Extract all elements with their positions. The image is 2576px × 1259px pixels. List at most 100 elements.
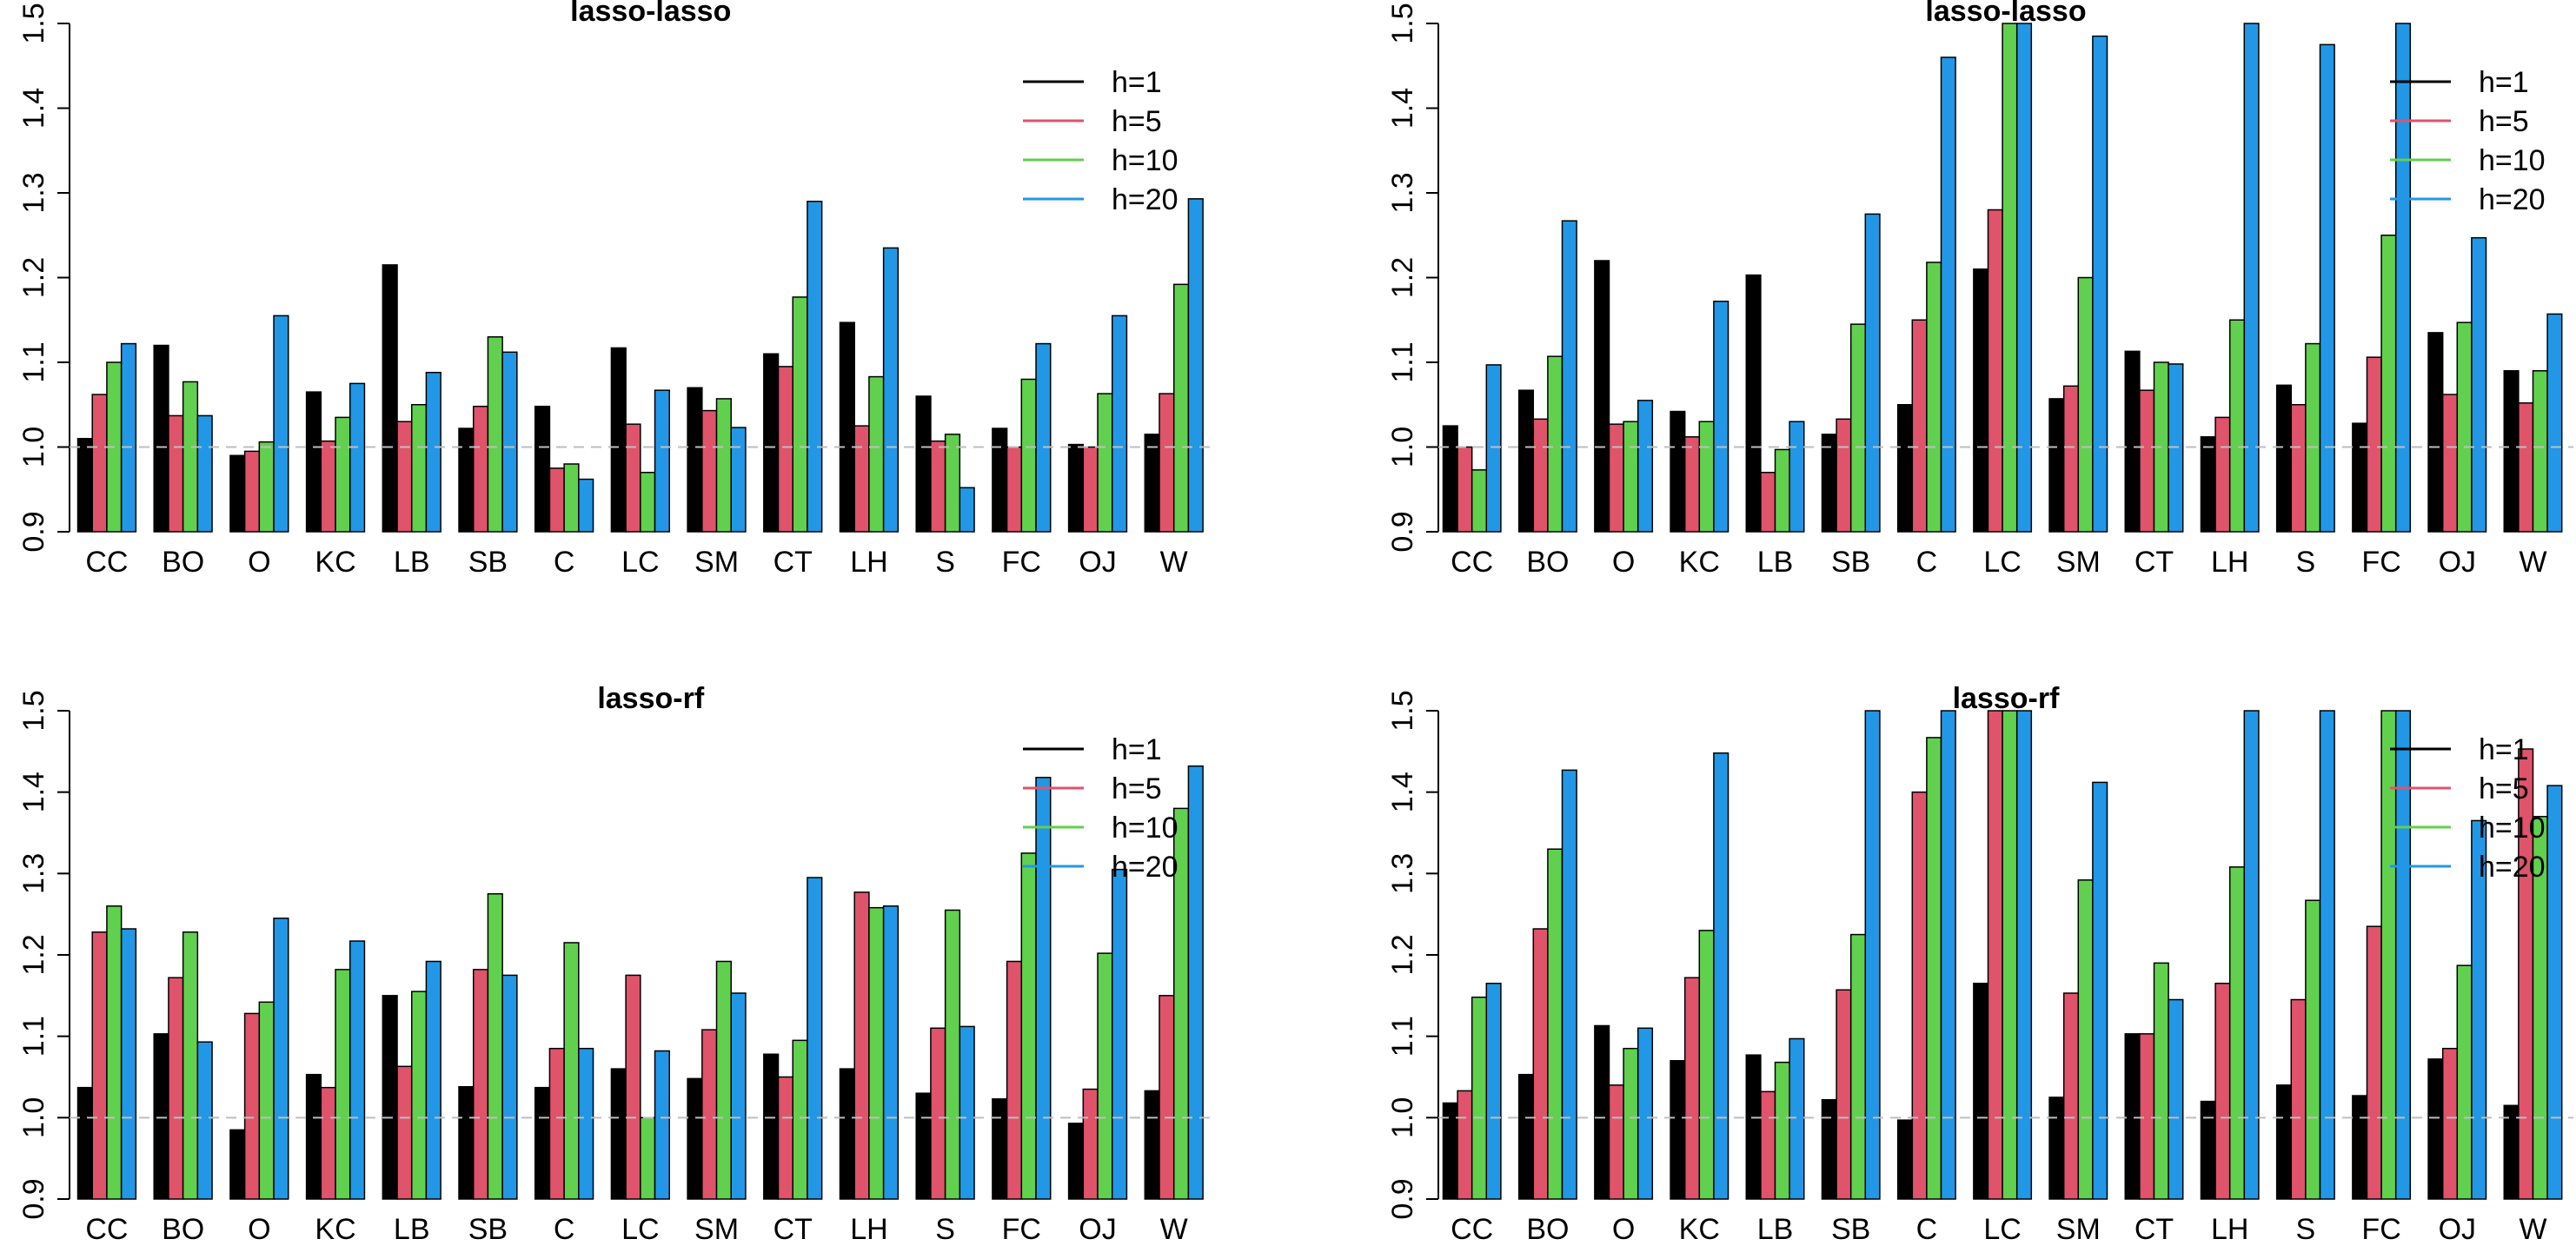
bar	[1111, 868, 1128, 1200]
bar	[1789, 1037, 1805, 1200]
bar	[229, 1129, 246, 1200]
y-tick-label: 1.4	[1386, 88, 1419, 129]
bar	[1547, 848, 1564, 1200]
bar	[2319, 43, 2335, 533]
bar	[1911, 319, 1928, 533]
bar	[777, 366, 793, 533]
x-tick-label: SB	[1831, 1213, 1870, 1246]
x-tick-label: S	[935, 1213, 955, 1246]
bar	[654, 1050, 670, 1200]
bar	[425, 960, 442, 1200]
chart-title: lasso-rf	[597, 682, 704, 715]
bar	[687, 1077, 703, 1200]
bar	[2153, 962, 2169, 1200]
bar	[1670, 1060, 1686, 1200]
bar	[730, 427, 747, 533]
bar	[1896, 1119, 1914, 1200]
y-tick-label: 1.5	[1386, 3, 1419, 43]
bar	[1698, 421, 1715, 533]
bar	[548, 1047, 565, 1200]
bar	[1471, 469, 1488, 533]
bar	[1940, 56, 1956, 533]
y-tick-label: 0.9	[1386, 511, 1419, 552]
y-tick-label: 1.5	[17, 3, 50, 43]
bar	[701, 1029, 718, 1200]
x-tick-label: O	[248, 1213, 270, 1246]
bar	[1698, 930, 1715, 1200]
x-tick-label: SB	[468, 546, 508, 579]
x-tick-label: CC	[85, 1213, 128, 1246]
bar	[487, 336, 503, 533]
bar	[2002, 23, 2018, 533]
bar	[2048, 1097, 2065, 1200]
bar	[2015, 23, 2033, 533]
bar	[1713, 752, 1730, 1200]
y-tick-label: 1.4	[17, 772, 50, 812]
bar	[2290, 404, 2307, 533]
bar	[2228, 319, 2246, 533]
x-tick-label: LB	[1757, 1213, 1794, 1246]
bar	[168, 414, 184, 533]
bar	[640, 472, 656, 533]
bar	[2394, 710, 2412, 1200]
bar	[2243, 23, 2260, 533]
x-tick-label: FC	[1002, 546, 1041, 579]
bar	[1911, 791, 1928, 1200]
x-tick-label: W	[1160, 1213, 1188, 1246]
bar	[701, 409, 718, 533]
bar	[1713, 301, 1730, 533]
bar	[1836, 418, 1852, 533]
legend-label: h=20	[1112, 851, 1178, 884]
x-tick-label: W	[2519, 1213, 2546, 1246]
bar	[2352, 422, 2368, 533]
bar	[853, 891, 870, 1200]
chart-title: lasso-rf	[1953, 682, 2060, 715]
y-tick-label: 0.9	[1386, 1178, 1419, 1219]
bar	[1532, 418, 1549, 533]
y-tick-label: 1.1	[17, 341, 50, 382]
y-tick-label: 1.0	[17, 1097, 50, 1138]
bar	[1789, 421, 1805, 533]
bar	[1973, 268, 1989, 533]
y-tick-label: 1.1	[17, 1016, 50, 1057]
bar	[1006, 446, 1023, 533]
bar	[839, 1068, 855, 1200]
bar	[944, 909, 961, 1200]
bar	[1608, 423, 1624, 533]
bar	[382, 264, 398, 533]
bar	[1471, 996, 1488, 1200]
bar	[1926, 737, 1942, 1200]
bar	[410, 404, 428, 533]
x-tick-label: SB	[468, 1213, 508, 1246]
legend-label: h=5	[2479, 772, 2529, 805]
bar	[1745, 274, 1762, 533]
bar	[640, 1117, 656, 1200]
bar	[425, 371, 442, 533]
y-tick-label: 1.4	[17, 88, 50, 129]
legend-label: h=20	[2479, 851, 2546, 884]
y-tick-label: 1.0	[17, 427, 50, 467]
bar	[730, 992, 747, 1200]
bar	[2380, 235, 2397, 533]
bar	[243, 450, 261, 533]
bar	[1442, 425, 1458, 533]
bar	[1485, 364, 1502, 533]
bar	[2077, 276, 2094, 533]
bar	[839, 321, 855, 533]
bar	[1159, 995, 1175, 1200]
bar	[1144, 1090, 1160, 1200]
x-tick-label: LC	[621, 1213, 659, 1246]
x-tick-label: S	[2296, 1213, 2316, 1246]
y-tick-label: 1.0	[1386, 1097, 1419, 1138]
x-tick-label: SM	[2056, 546, 2101, 579]
legend-label: h=10	[1112, 812, 1178, 845]
x-tick-label: BO	[162, 1213, 204, 1246]
bar	[182, 931, 199, 1200]
bar	[2532, 370, 2548, 533]
x-tick-label: O	[1612, 1213, 1635, 1246]
x-tick-label: CC	[85, 546, 128, 579]
bar	[1637, 400, 1654, 533]
y-tick-label: 1.3	[17, 172, 50, 213]
bar	[1608, 1084, 1624, 1200]
bar	[472, 405, 489, 533]
